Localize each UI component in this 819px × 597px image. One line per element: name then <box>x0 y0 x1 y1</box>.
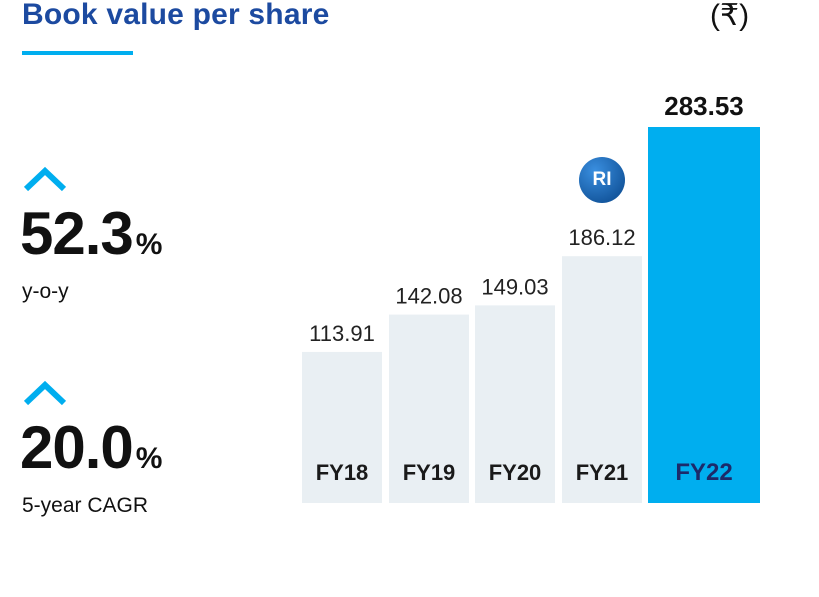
bar-fy19 <box>389 314 469 503</box>
bar-fy22 <box>648 127 760 503</box>
bar-value-label: 113.91 <box>309 321 375 346</box>
title-underline <box>22 51 133 55</box>
category-label: FY20 <box>489 460 542 485</box>
chevron-up-icon <box>23 166 67 192</box>
kpi-yoy-label: y-o-y <box>22 280 69 303</box>
bar-value-label: 142.08 <box>395 284 462 309</box>
kpi-cagr-unit: % <box>135 442 163 475</box>
bar-value-label: 186.12 <box>568 225 635 250</box>
chevron-up-icon <box>23 380 67 406</box>
category-label: FY22 <box>675 459 732 486</box>
bar-fy20 <box>475 305 555 503</box>
category-label: FY18 <box>316 460 369 485</box>
bar-fy21 <box>562 256 642 503</box>
bar-value-label: 283.53 <box>664 91 744 121</box>
page-title: Book value per share <box>22 0 330 31</box>
ri-badge: RI <box>579 157 625 203</box>
bar-value-label: 149.03 <box>481 274 548 299</box>
kpi-cagr-value: 20.0% <box>20 418 162 478</box>
category-label: FY19 <box>403 460 456 485</box>
kpi-cagr-label: 5-year CAGR <box>22 494 149 517</box>
kpi-yoy-number: 52.3 <box>20 200 134 267</box>
kpi-cagr-number: 20.0 <box>20 414 134 481</box>
kpi-yoy-value: 52.3% <box>20 204 162 264</box>
kpi-yoy-unit: % <box>135 228 163 261</box>
bar-fy18 <box>302 351 382 503</box>
category-label: FY21 <box>576 460 629 485</box>
currency-label: (₹) <box>710 0 750 32</box>
